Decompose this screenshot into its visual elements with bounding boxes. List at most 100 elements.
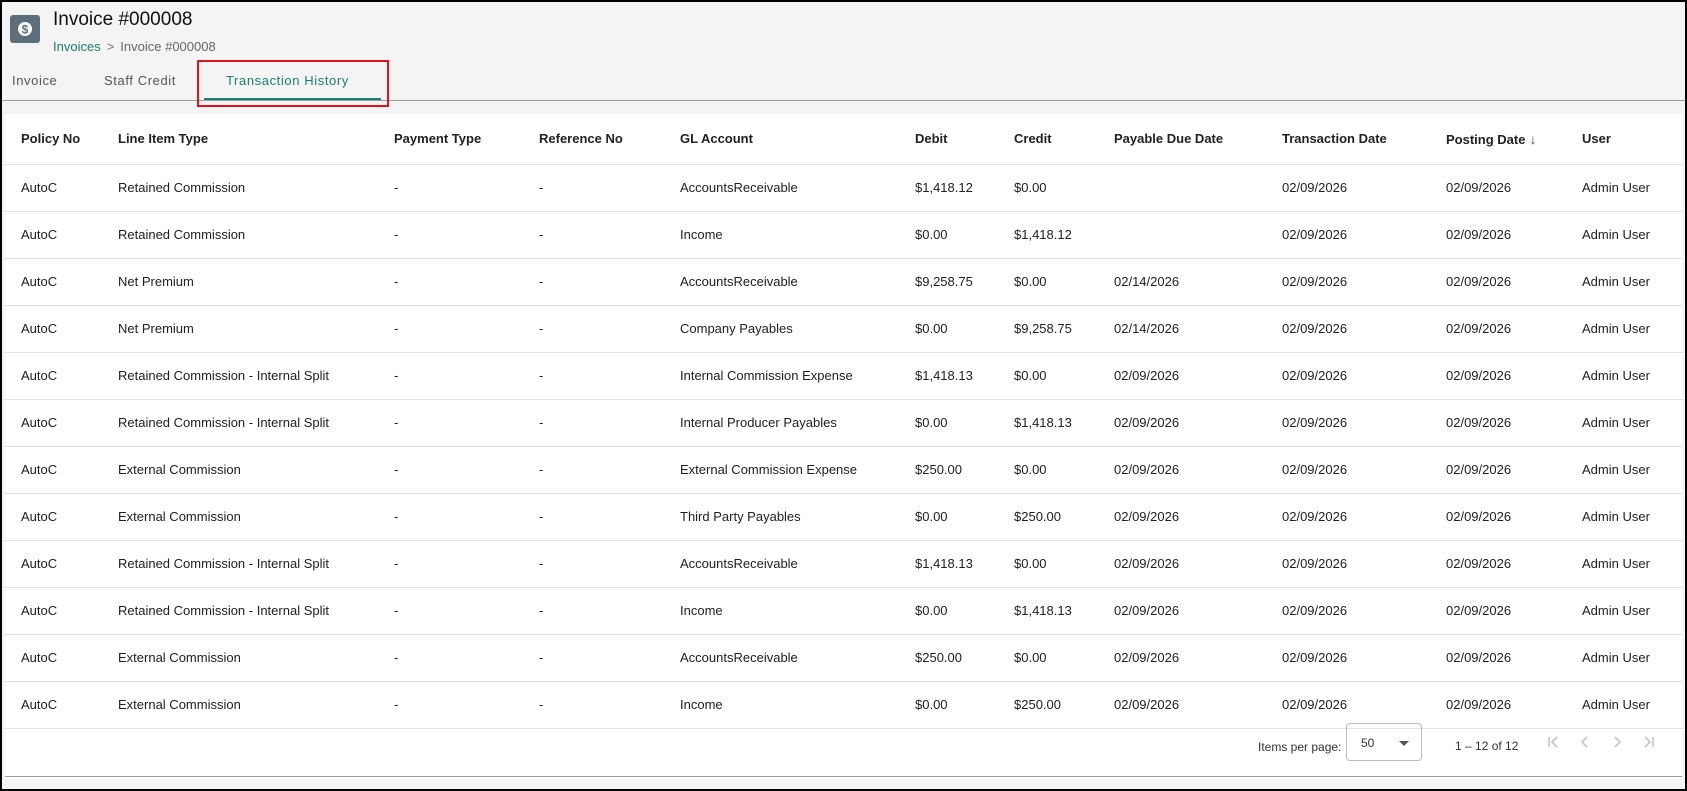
cell-gl-account: Income: [664, 211, 899, 259]
cell-payment-type: -: [378, 399, 523, 447]
cell-policy-no: AutoC: [5, 681, 102, 729]
cell-user: Admin User: [1566, 399, 1682, 447]
cell-gl-account: AccountsReceivable: [664, 164, 899, 212]
breadcrumb-link-invoices[interactable]: Invoices: [53, 39, 101, 54]
cell-payment-type: -: [378, 352, 523, 400]
cell-transaction-date: 02/09/2026: [1266, 493, 1430, 541]
table-row[interactable]: AutoC Retained Commission - Internal Spli…: [5, 540, 1682, 588]
table-row[interactable]: AutoC Net Premium - - Company Payables $0.00 $…: [5, 305, 1682, 353]
cell-policy-no: AutoC: [5, 211, 102, 259]
first-page-icon[interactable]: [1541, 730, 1565, 754]
cell-user: Admin User: [1566, 493, 1682, 541]
table-row[interactable]: AutoC Retained Commission - - Income $0.00 $1,…: [5, 211, 1682, 259]
cell-credit: $0.00: [998, 258, 1098, 306]
cell-payable-due-date: [1098, 211, 1266, 259]
cell-line-item-type: External Commission: [102, 493, 378, 541]
cell-posting-date: 02/09/2026: [1430, 446, 1566, 494]
column-header-gl-account[interactable]: GL Account: [664, 114, 899, 165]
transaction-table: Policy No Line Item Type Payment Type Re…: [5, 114, 1682, 729]
cell-debit: $0.00: [899, 587, 998, 635]
cell-gl-account: Income: [664, 587, 899, 635]
table-row[interactable]: AutoC Net Premium - - AccountsReceivable $9,2…: [5, 258, 1682, 306]
cell-policy-no: AutoC: [5, 446, 102, 494]
table-header-row: Policy No Line Item Type Payment Type Re…: [5, 114, 1682, 165]
tab-invoice[interactable]: Invoice: [12, 73, 58, 88]
cell-debit: $1,418.13: [899, 352, 998, 400]
column-header-credit[interactable]: Credit: [998, 114, 1098, 165]
cell-credit: $0.00: [998, 634, 1098, 682]
cell-reference-no: -: [523, 446, 664, 494]
cell-debit: $1,418.13: [899, 540, 998, 588]
cell-transaction-date: 02/09/2026: [1266, 634, 1430, 682]
column-header-posting-date[interactable]: Posting Date ↓: [1430, 114, 1566, 165]
cell-credit: $1,418.12: [998, 211, 1098, 259]
cell-posting-date: 02/09/2026: [1430, 587, 1566, 635]
cell-payment-type: -: [378, 164, 523, 212]
items-per-page-label: Items per page:: [1258, 740, 1342, 754]
cell-credit: $1,418.13: [998, 587, 1098, 635]
column-header-transaction-date[interactable]: Transaction Date: [1266, 114, 1430, 165]
transaction-table-card: Policy No Line Item Type Payment Type Re…: [5, 114, 1682, 779]
tab-transaction-history[interactable]: Transaction History: [226, 73, 349, 88]
cell-payment-type: -: [378, 540, 523, 588]
cell-posting-date: 02/09/2026: [1430, 352, 1566, 400]
table-row[interactable]: AutoC External Commission - - Third Party Pa…: [5, 493, 1682, 541]
previous-page-icon[interactable]: [1573, 730, 1597, 754]
table-row[interactable]: AutoC External Commission - - Income $0.00 $25…: [5, 681, 1682, 729]
cell-user: Admin User: [1566, 681, 1682, 729]
page-title: Invoice #000008: [53, 9, 193, 30]
table-row[interactable]: AutoC Retained Commission - Internal Spli…: [5, 587, 1682, 635]
cell-reference-no: -: [523, 164, 664, 212]
cell-line-item-type: Retained Commission: [102, 211, 378, 259]
column-header-line-item-type[interactable]: Line Item Type: [102, 114, 378, 165]
table-row[interactable]: AutoC Retained Commission - Internal Spli…: [5, 399, 1682, 447]
column-header-payment-type[interactable]: Payment Type: [378, 114, 523, 165]
cell-reference-no: -: [523, 634, 664, 682]
column-header-debit[interactable]: Debit: [899, 114, 998, 165]
cell-reference-no: -: [523, 540, 664, 588]
tab-staff-credit[interactable]: Staff Credit: [104, 73, 176, 88]
table-row[interactable]: AutoC External Commission - - AccountsReceiv…: [5, 634, 1682, 682]
cell-payable-due-date: 02/09/2026: [1098, 446, 1266, 494]
cell-payment-type: -: [378, 258, 523, 306]
cell-credit: $250.00: [998, 681, 1098, 729]
page-header: $ Invoice #000008 Invoices > Invoice #00…: [2, 2, 1685, 68]
column-header-reference-no[interactable]: Reference No: [523, 114, 664, 165]
cell-line-item-type: Net Premium: [102, 258, 378, 306]
cell-debit: $9,258.75: [899, 258, 998, 306]
column-header-payable-due-date[interactable]: Payable Due Date: [1098, 114, 1266, 165]
cell-gl-account: Company Payables: [664, 305, 899, 353]
cell-policy-no: AutoC: [5, 634, 102, 682]
cell-credit: $0.00: [998, 540, 1098, 588]
table-body: AutoC Retained Commission - - AccountsReceiv…: [5, 164, 1682, 729]
cell-transaction-date: 02/09/2026: [1266, 258, 1430, 306]
arrow-down-icon: ↓: [1529, 130, 1537, 147]
page-range-label: 1 – 12 of 12: [1455, 739, 1519, 753]
cell-user: Admin User: [1566, 211, 1682, 259]
cell-reference-no: -: [523, 681, 664, 729]
column-header-user[interactable]: User: [1566, 114, 1682, 165]
cell-reference-no: -: [523, 211, 664, 259]
last-page-icon[interactable]: [1637, 730, 1661, 754]
cell-credit: $0.00: [998, 164, 1098, 212]
cell-debit: $0.00: [899, 493, 998, 541]
tab-bar: Invoice Staff Credit Transaction History: [2, 62, 1685, 101]
table-row[interactable]: AutoC External Commission - - External Commi…: [5, 446, 1682, 494]
items-per-page-select[interactable]: 50: [1346, 723, 1422, 761]
next-page-icon[interactable]: [1605, 730, 1629, 754]
cell-gl-account: Third Party Payables: [664, 493, 899, 541]
cell-line-item-type: Retained Commission - Internal Split: [102, 399, 378, 447]
divider: [5, 776, 1682, 777]
cell-line-item-type: External Commission: [102, 446, 378, 494]
cell-gl-account: AccountsReceivable: [664, 258, 899, 306]
column-header-policy-no[interactable]: Policy No: [5, 114, 102, 165]
cell-debit: $0.00: [899, 399, 998, 447]
table-row[interactable]: AutoC Retained Commission - - AccountsReceiv…: [5, 164, 1682, 212]
cell-line-item-type: External Commission: [102, 681, 378, 729]
table-row[interactable]: AutoC Retained Commission - Internal Spli…: [5, 352, 1682, 400]
cell-transaction-date: 02/09/2026: [1266, 681, 1430, 729]
cell-payment-type: -: [378, 681, 523, 729]
cell-policy-no: AutoC: [5, 258, 102, 306]
cell-payable-due-date: 02/09/2026: [1098, 634, 1266, 682]
cell-line-item-type: Retained Commission - Internal Split: [102, 352, 378, 400]
